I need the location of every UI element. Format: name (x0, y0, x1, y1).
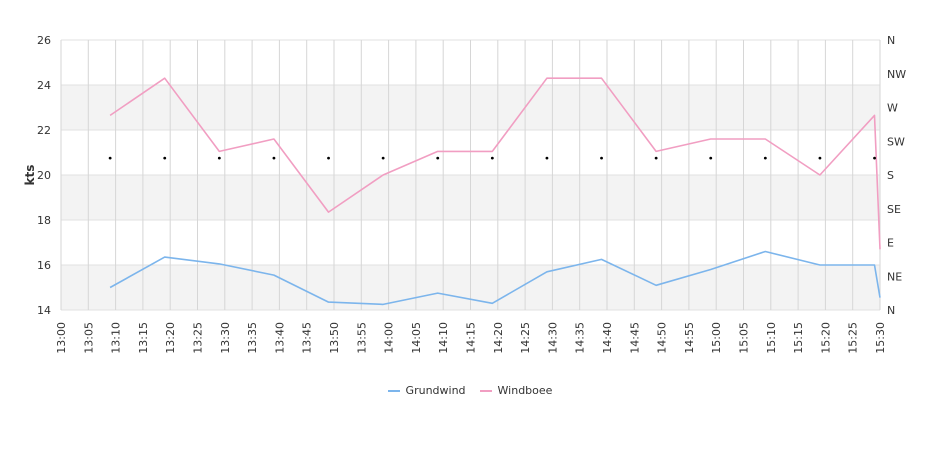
direction-marker (873, 156, 876, 160)
direction-marker (709, 156, 713, 160)
x-tick-label: 13:40 (273, 322, 286, 354)
x-tick-label: 14:10 (437, 322, 450, 354)
series-line-windboee (109, 77, 881, 250)
x-tick-label: 14:00 (383, 322, 396, 354)
y2-tick-label: NW (887, 68, 906, 81)
direction-marker (327, 156, 330, 160)
x-tick-label: 14:15 (465, 322, 478, 354)
y-axis-ticks: 14 16 18 20 22 24 26 (37, 34, 51, 317)
x-axis-ticks: 13:00 13:05 13:10 13:15 13:20 13:25 13:30 13:35… (55, 322, 887, 354)
x-tick-label: 15:30 (874, 322, 887, 354)
direction-marker (163, 156, 167, 160)
y-tick-label: 14 (37, 304, 51, 317)
direction-marker (436, 156, 440, 160)
direction-marker (217, 156, 221, 160)
direction-marker (600, 156, 603, 160)
x-tick-label: 14:20 (492, 322, 505, 354)
x-tick-label: 13:55 (355, 322, 368, 354)
x-tick-label: 15:05 (738, 322, 751, 354)
x-tick-label: 13:05 (82, 322, 95, 354)
x-tick-label: 14:40 (601, 322, 614, 354)
y2-tick-label: E (887, 237, 894, 250)
direction-marker (763, 156, 767, 160)
y-tick-label: 26 (37, 34, 51, 47)
y2-tick-label: N (887, 34, 895, 47)
y2-tick-label: N (887, 304, 895, 317)
y-tick-label: 24 (37, 79, 51, 92)
direction-marker (108, 156, 112, 160)
series-lines (109, 77, 881, 306)
legend-label-windboee: Windboee (497, 384, 553, 397)
direction-marker (818, 156, 822, 160)
x-tick-label: 14:35 (574, 322, 587, 354)
y2-axis-ticks: N NE E SE S SW W NW N (887, 34, 906, 317)
series-line-grundwind (109, 250, 881, 306)
x-tick-label: 13:20 (164, 322, 177, 354)
y2-tick-label: SE (887, 203, 901, 216)
x-tick-label: 15:25 (847, 322, 860, 354)
x-tick-label: 14:50 (656, 322, 669, 354)
legend-item-grundwind[interactable]: Grundwind (387, 384, 466, 397)
x-tick-label: 13:35 (246, 322, 259, 354)
y-tick-label: 18 (37, 214, 51, 227)
x-tick-label: 13:15 (137, 322, 150, 354)
direction-marker (381, 156, 385, 160)
y2-tick-label: SW (887, 135, 905, 148)
x-tick-label: 13:10 (110, 322, 123, 354)
y-tick-label: 16 (37, 259, 51, 272)
x-tick-label: 15:00 (710, 322, 723, 354)
x-tick-label: 15:15 (792, 322, 805, 354)
direction-marker (545, 156, 549, 160)
legend-swatch-grundwind (387, 389, 400, 392)
direction-markers (108, 156, 876, 160)
direction-marker (272, 156, 276, 160)
direction-marker (654, 156, 658, 160)
y-axis-label: kts (23, 165, 37, 186)
legend-label-grundwind: Grundwind (405, 384, 466, 397)
y-tick-label: 20 (37, 169, 51, 182)
y2-tick-label: S (887, 169, 894, 182)
x-tick-label: 13:25 (192, 322, 205, 354)
x-tick-label: 13:30 (219, 322, 232, 354)
x-tick-label: 15:10 (765, 322, 778, 354)
x-tick-label: 15:20 (819, 322, 832, 354)
y2-tick-label: W (887, 102, 898, 115)
y2-tick-label: NE (887, 270, 902, 283)
legend-swatch-windboee (479, 389, 492, 392)
x-tick-label: 13:45 (301, 322, 314, 354)
y-tick-label: 22 (37, 124, 51, 137)
x-tick-label: 14:05 (410, 322, 423, 354)
x-tick-label: 14:45 (628, 322, 641, 354)
legend: Grundwind Windboee (0, 384, 940, 397)
direction-marker (490, 156, 494, 160)
x-tick-label: 13:00 (55, 322, 68, 354)
x-tick-label: 14:55 (683, 322, 696, 354)
legend-item-windboee[interactable]: Windboee (479, 384, 553, 397)
x-tick-label: 13:50 (328, 322, 341, 354)
x-tick-label: 14:25 (519, 322, 532, 354)
x-tick-label: 14:30 (546, 322, 559, 354)
